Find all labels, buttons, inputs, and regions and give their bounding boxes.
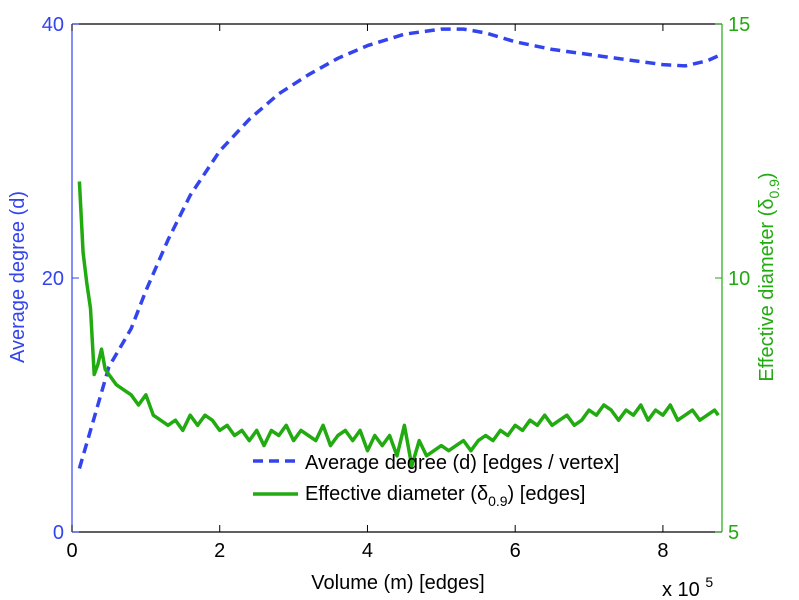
legend-eff-main: Effective diameter ( (305, 483, 477, 505)
legend-eff-tail: ) [edges] (508, 483, 586, 505)
right-label-symbol: δ (756, 199, 778, 210)
x-tick-label: 4 (362, 540, 373, 562)
left-tick-label: 20 (42, 268, 64, 290)
right-label-sub: 0.9 (766, 179, 782, 199)
right-label-main: Effective diameter ( (756, 209, 778, 381)
right-tick-label: 15 (728, 14, 750, 36)
series-line-eff-diameter (77, 181, 720, 468)
x-exponent-base: x 10 (662, 579, 700, 600)
x-tick-label: 0 (66, 540, 77, 562)
axes-layer: 0 2 4 6 8 0 20 40 5 10 15 (42, 14, 751, 562)
legend-label-eff-diameter: Effective diameter (δ0.9) [edges] (305, 483, 585, 509)
series-line-avg-degree (77, 27, 720, 469)
right-label-close: ) (756, 172, 778, 179)
left-axis-label: Average degree (d) (7, 191, 29, 363)
right-axis-label: Effective diameter (δ0.9) (756, 172, 782, 381)
legend-eff-symbol: δ (477, 483, 488, 505)
right-tick-label: 5 (728, 522, 739, 544)
x-tick-label: 2 (214, 540, 225, 562)
series-layer (77, 27, 720, 469)
legend-eff-sub: 0.9 (488, 493, 508, 509)
x-tick-label: 8 (657, 540, 668, 562)
legend: Average degree (d) [edges / vertex] Effe… (253, 452, 619, 509)
x-exponent-power: 5 (705, 574, 713, 590)
left-tick-label: 0 (53, 522, 64, 544)
legend-label-avg-degree: Average degree (d) [edges / vertex] (305, 452, 619, 474)
left-tick-label: 40 (42, 14, 64, 36)
right-tick-label: 10 (728, 268, 750, 290)
x-tick-label: 6 (510, 540, 521, 562)
x-axis-label: Volume (m) [edges] (311, 572, 484, 594)
x-axis-exponent: x 10 5 (662, 574, 713, 600)
